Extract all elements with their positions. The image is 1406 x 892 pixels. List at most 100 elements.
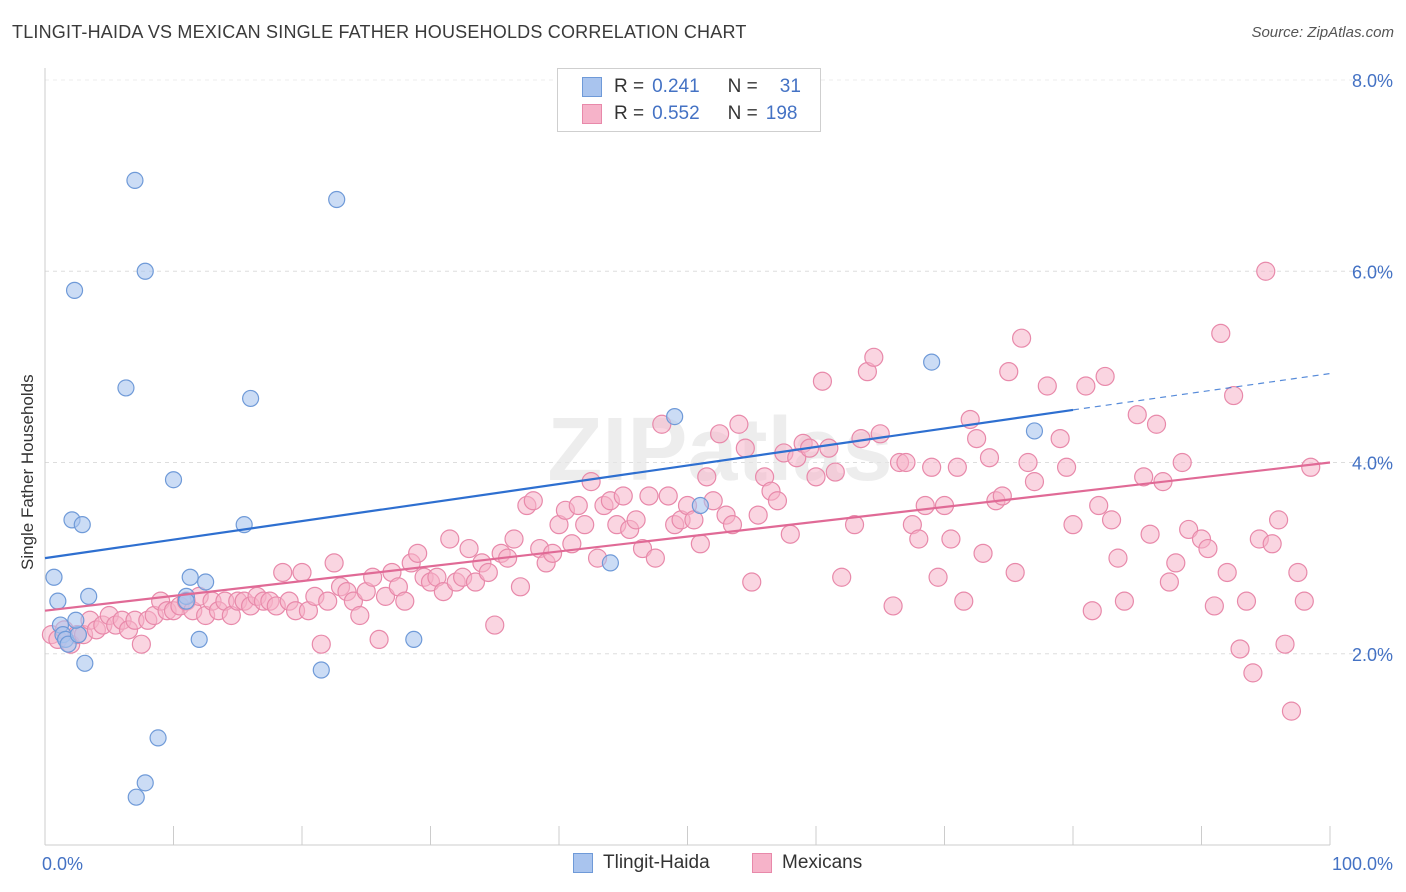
- mexicans-point: [632, 538, 653, 559]
- mexicans-point: [742, 572, 762, 592]
- mexicans-point: [947, 457, 967, 477]
- mexicans-point: [581, 472, 601, 492]
- mexicans-point: [408, 543, 428, 563]
- tlingit-haida-point: [181, 568, 199, 586]
- mexicans-point: [363, 567, 383, 587]
- legend-r-label: R =: [614, 76, 645, 97]
- mexicans-point: [1224, 385, 1244, 406]
- legend-swatch-blue: [582, 77, 602, 97]
- mexicans-point: [864, 347, 884, 367]
- mexicans-point: [1230, 639, 1250, 659]
- y-tick-label: 8.0%: [1352, 71, 1393, 91]
- mexicans-point: [1005, 562, 1025, 583]
- mexicans-point: [819, 438, 839, 458]
- mexicans-point: [710, 424, 730, 444]
- mexicans-point: [645, 548, 665, 568]
- tlingit-haida-point: [76, 654, 94, 672]
- tlingit-haida-point: [312, 661, 330, 679]
- mexicans-point: [575, 515, 595, 535]
- tlingit-haida-point: [601, 554, 620, 572]
- legend-swatch-pink: [582, 104, 602, 124]
- legend-row-tlingit-haida: R = 0.241 N = 31: [582, 74, 801, 100]
- mexicans-point: [1063, 515, 1083, 535]
- legend-n-value: 31: [779, 76, 801, 97]
- mexicans-point: [1114, 591, 1135, 611]
- mexicans-point: [1179, 519, 1199, 540]
- mexicans-point: [1159, 572, 1179, 592]
- tlingit-haida-point: [177, 592, 195, 610]
- mexicans-point: [523, 491, 543, 511]
- tlingit-haida-point: [69, 626, 88, 644]
- mexicans-point: [1134, 467, 1154, 487]
- legend-n-label: N =: [727, 103, 758, 124]
- tlingit-haida-point: [49, 592, 67, 610]
- tlingit-haida-point: [126, 171, 144, 190]
- mexicans-point: [825, 462, 845, 482]
- mexicans-point: [1256, 261, 1276, 281]
- mexicans-point: [1146, 414, 1167, 434]
- tlingit-haida-point: [73, 516, 91, 534]
- mexicans-point: [639, 486, 659, 506]
- mexicans-point: [748, 505, 768, 525]
- mexicans-point: [350, 605, 370, 626]
- mexicans-point: [870, 424, 890, 444]
- mexicans-point: [896, 452, 916, 473]
- mexicans-point: [1127, 405, 1147, 425]
- chart-title: TLINGIT-HAIDA VS MEXICAN SINGLE FATHER H…: [12, 22, 747, 42]
- mexicans-point: [767, 491, 788, 511]
- mexicans-point: [1301, 457, 1321, 477]
- mexicans-point: [1172, 452, 1192, 473]
- mexicans-point: [1089, 495, 1109, 516]
- y-tick-label: 2.0%: [1352, 645, 1393, 665]
- axes: [44, 68, 1331, 846]
- mexicans-point: [973, 543, 993, 563]
- tlingit-haida-point: [136, 262, 154, 280]
- x-tick-label-max: 100.0%: [1332, 854, 1393, 874]
- tlingit-haida-point: [328, 190, 346, 209]
- mexicans-point: [292, 562, 312, 583]
- mexicans-point: [1037, 376, 1057, 396]
- mexicans-point: [729, 414, 749, 434]
- legend-row-mexicans: R = 0.552 N = 198: [582, 101, 797, 127]
- tlingit-haida-point: [164, 471, 183, 489]
- mexicans-point: [433, 581, 453, 602]
- mexicans-point: [1018, 452, 1038, 473]
- mexicans-point: [626, 510, 646, 530]
- mexicans-point: [1204, 596, 1224, 616]
- mexicans-point: [1011, 328, 1032, 348]
- tlingit-haida-point: [666, 408, 684, 426]
- tlingit-haida-point: [80, 587, 98, 605]
- mexicans-point: [915, 495, 935, 516]
- tlingit-haida-trend-line: [44, 408, 1074, 560]
- mexicans-point: [844, 515, 865, 535]
- mexicans-point: [1056, 457, 1077, 477]
- mexicans-point: [324, 553, 344, 573]
- mexicans-point: [375, 586, 396, 606]
- mexicans-point: [722, 515, 743, 535]
- mexicans-point: [395, 591, 415, 611]
- tlingit-haida-point: [197, 573, 215, 591]
- y-tick-label: 6.0%: [1352, 262, 1393, 282]
- tick-labels: 2.0% 4.0% 6.0% 8.0% 0.0% 100.0%: [42, 71, 1393, 874]
- legend-r-value: 0.552: [652, 103, 700, 124]
- mexicans-point: [568, 495, 588, 516]
- mexicans-point: [1275, 634, 1295, 654]
- mexicans-point: [812, 371, 833, 391]
- tlingit-haida-point: [190, 630, 208, 649]
- mexicans-point: [909, 529, 929, 549]
- bottom-legend-mexicans: Mexicans: [752, 852, 862, 874]
- mexicans-point: [273, 562, 293, 583]
- trend-lines: [44, 372, 1331, 612]
- mexicans-point: [992, 486, 1012, 506]
- mexicans-point: [690, 534, 710, 554]
- mexicans-point: [504, 529, 524, 549]
- bottom-legend-label: Tlingit-Haida: [603, 852, 710, 873]
- mexicans-point: [1236, 591, 1257, 611]
- tlingit-haida-point: [67, 611, 85, 629]
- tlingit-haida-point: [117, 379, 135, 397]
- mexicans-point: [941, 529, 961, 549]
- mexicans-point: [1294, 591, 1314, 611]
- bottom-legend-label: Mexicans: [782, 852, 863, 873]
- bottom-legend-tlingit-haida: Tlingit-Haida: [573, 852, 710, 874]
- tlingit-haida-point: [127, 788, 145, 806]
